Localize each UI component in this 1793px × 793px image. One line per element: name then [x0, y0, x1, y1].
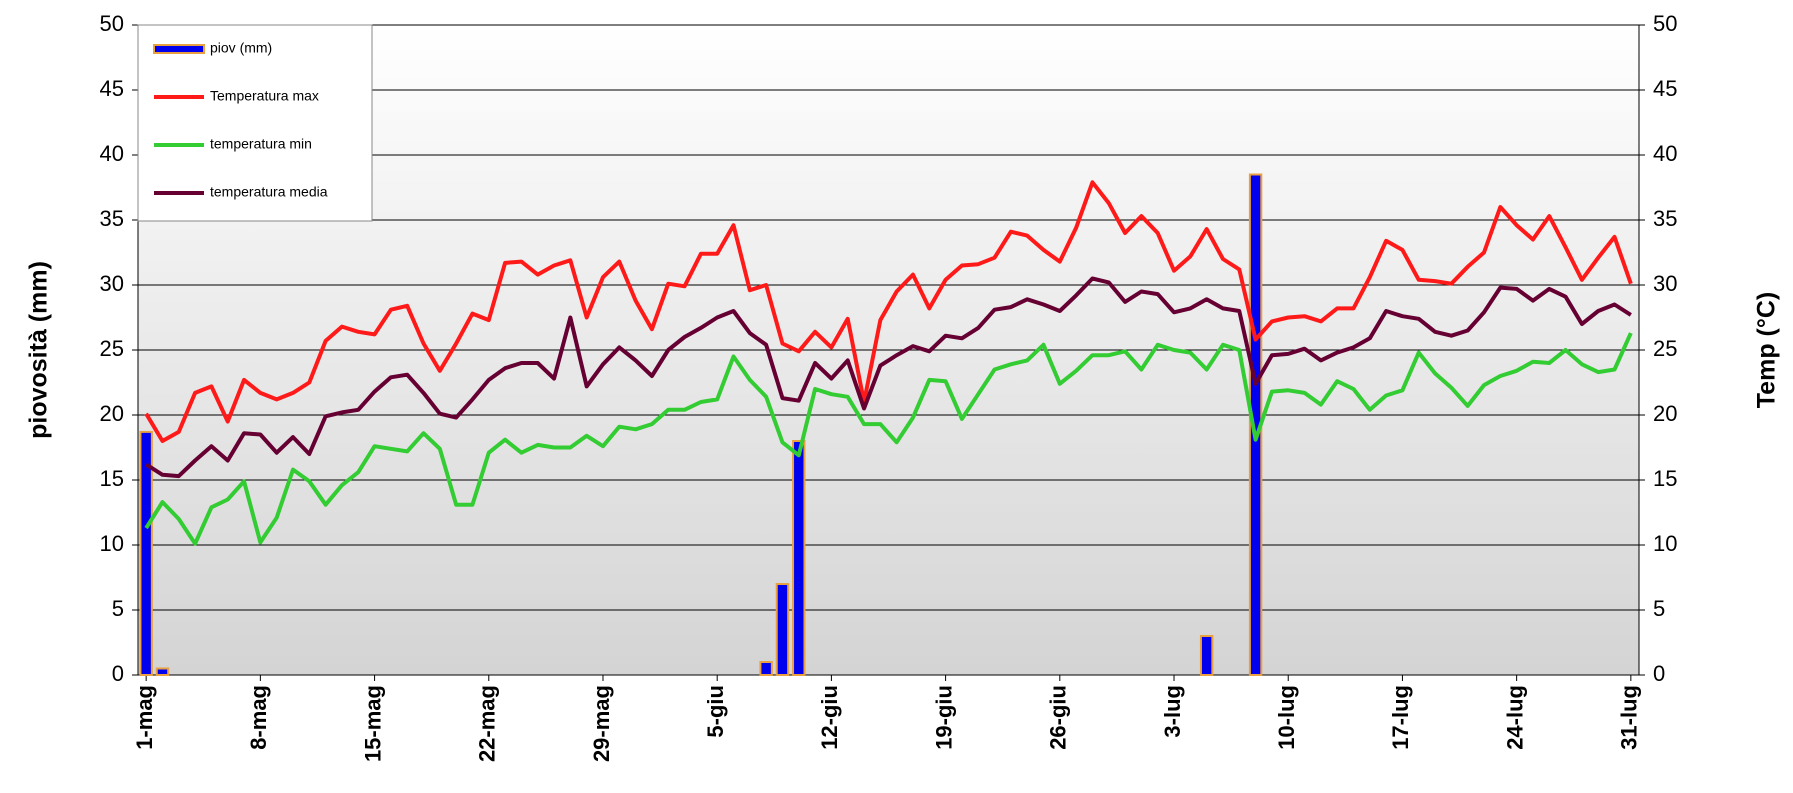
y-tick-label: 5	[112, 596, 124, 621]
temperature-line	[145, 276, 1632, 479]
x-tick-label: 19-giu	[931, 685, 956, 750]
y2-tick-label: 35	[1653, 206, 1677, 231]
rain-bar	[1199, 635, 1214, 676]
rain-bar	[792, 440, 806, 676]
rain-bar	[775, 583, 790, 676]
y-tick-label: 25	[100, 336, 124, 361]
y2-tick-label: 0	[1653, 661, 1665, 686]
y-tick-label: 15	[100, 466, 124, 491]
x-tick-label: 22-mag	[475, 685, 500, 762]
y2-tick-label: 40	[1653, 141, 1677, 166]
y2-tick-label: 30	[1653, 271, 1677, 296]
x-tick-label: 26-giu	[1046, 685, 1071, 750]
y2-tick-label: 50	[1653, 11, 1677, 36]
y-tick-label: 10	[100, 531, 124, 556]
x-tick-label: 24-lug	[1502, 685, 1527, 750]
y-tick-label: 45	[100, 76, 124, 101]
rain-bar	[155, 667, 170, 676]
y2-tick-label: 10	[1653, 531, 1677, 556]
x-tick-label: 1-mag	[132, 685, 157, 750]
temperature-line	[144, 332, 1633, 546]
y-tick-label: 40	[100, 141, 124, 166]
y2-tick-label: 45	[1653, 76, 1677, 101]
y2-axis-title: Temp (°C)	[1753, 292, 1781, 408]
x-tick-label: 8-mag	[246, 685, 271, 750]
x-tick-label: 31-lug	[1617, 685, 1642, 750]
x-tick-label: 15-mag	[360, 685, 385, 762]
y2-tick-label: 5	[1653, 596, 1665, 621]
legend-label: piov (mm)	[210, 40, 272, 56]
temperature-line	[144, 180, 1633, 443]
rain-bar	[139, 430, 153, 676]
y-tick-label: 50	[100, 11, 124, 36]
y2-tick-label: 25	[1653, 336, 1677, 361]
y-tick-label: 35	[100, 206, 124, 231]
x-tick-label: 3-lug	[1160, 685, 1185, 738]
y-tick-label: 0	[112, 661, 124, 686]
y-tick-label: 20	[100, 401, 124, 426]
x-tick-label: 17-lug	[1388, 685, 1413, 750]
y-tick-label: 30	[100, 271, 124, 296]
x-tick-label: 29-mag	[589, 685, 614, 762]
y2-tick-label: 20	[1653, 401, 1677, 426]
legend-label: temperatura media	[210, 184, 328, 200]
legend-label: temperatura min	[210, 136, 312, 152]
x-tick-label: 5-giu	[703, 685, 728, 738]
y-axis-title: piovosità (mm)	[25, 261, 53, 439]
legend-box	[137, 24, 373, 222]
legend-swatch	[153, 44, 205, 54]
x-tick-label: 12-giu	[817, 685, 842, 750]
y2-tick-label: 15	[1653, 466, 1677, 491]
rain-bar	[759, 661, 773, 676]
legend-label: Temperatura max	[210, 88, 319, 104]
x-tick-label: 10-lug	[1274, 685, 1299, 750]
